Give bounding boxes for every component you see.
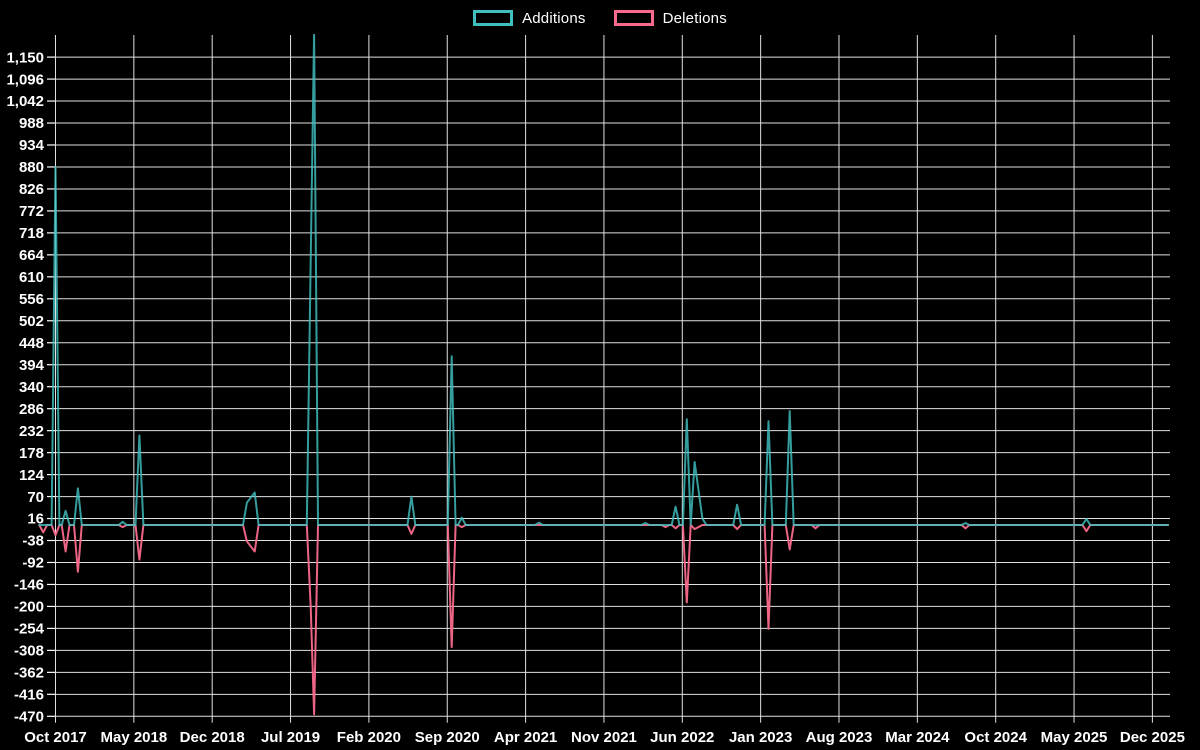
y-tick-label: -416 — [14, 687, 44, 704]
y-tick-label: -362 — [14, 665, 44, 682]
x-tick-label: Sep 2020 — [415, 729, 480, 746]
x-tick-label: Jun 2022 — [650, 729, 714, 746]
x-tick-label: Oct 2017 — [24, 729, 87, 746]
y-tick-label: 880 — [19, 159, 44, 176]
x-tick-label: Aug 2023 — [806, 729, 873, 746]
y-tick-label: 286 — [19, 401, 44, 418]
x-tick-label: Dec 2018 — [180, 729, 245, 746]
y-tick-label: 502 — [19, 313, 44, 330]
y-tick-label: 1,150 — [6, 49, 44, 66]
y-tick-label: 772 — [19, 203, 44, 220]
y-tick-label: -470 — [14, 708, 44, 725]
y-tick-label: 340 — [19, 379, 44, 396]
x-tick-label: Nov 2021 — [571, 729, 637, 746]
x-tick-label: Mar 2024 — [885, 729, 950, 746]
y-tick-label: 448 — [19, 335, 44, 352]
y-tick-label: 556 — [19, 291, 44, 308]
chart-legend: Additions Deletions — [0, 6, 1200, 30]
additions-line — [38, 34, 1170, 526]
x-tick-label: Apr 2021 — [494, 729, 557, 746]
y-tick-label: -308 — [14, 643, 44, 660]
y-tick-label: -92 — [22, 555, 44, 572]
y-tick-label: -200 — [14, 599, 44, 616]
y-tick-label: 1,042 — [6, 93, 44, 110]
y-tick-label: 934 — [19, 137, 45, 154]
legend-item-additions[interactable]: Additions — [473, 10, 586, 27]
y-tick-label: 988 — [19, 115, 44, 132]
additions-swatch-icon — [473, 10, 514, 26]
y-tick-label: 718 — [19, 225, 44, 242]
y-tick-label: 664 — [19, 247, 45, 264]
x-tick-label: Dec 2025 — [1120, 729, 1185, 746]
y-tick-label: -146 — [14, 577, 44, 594]
y-tick-label: 826 — [19, 181, 44, 198]
y-tick-label: 232 — [19, 423, 44, 440]
y-tick-label: -254 — [14, 621, 45, 638]
legend-item-deletions[interactable]: Deletions — [613, 9, 727, 27]
legend-label-deletions: Deletions — [662, 9, 727, 27]
y-tick-label: 16 — [27, 511, 44, 528]
y-tick-label: 1,096 — [6, 71, 44, 88]
x-tick-label: Jan 2023 — [729, 729, 792, 746]
x-tick-label: Oct 2024 — [964, 729, 1027, 746]
y-tick-label: 394 — [19, 357, 45, 374]
y-tick-label: 124 — [19, 467, 45, 484]
x-tick-label: Feb 2020 — [337, 729, 401, 746]
x-tick-label: May 2018 — [100, 729, 167, 746]
x-tick-label: May 2025 — [1041, 729, 1108, 746]
x-tick-label: Jul 2019 — [261, 729, 320, 746]
legend-label-additions: Additions — [522, 9, 586, 27]
y-tick-label: -38 — [22, 533, 44, 550]
y-tick-label: 610 — [19, 269, 44, 286]
deletions-swatch-icon — [613, 10, 654, 26]
y-tick-label: 178 — [19, 445, 44, 462]
y-tick-label: 70 — [27, 489, 44, 506]
